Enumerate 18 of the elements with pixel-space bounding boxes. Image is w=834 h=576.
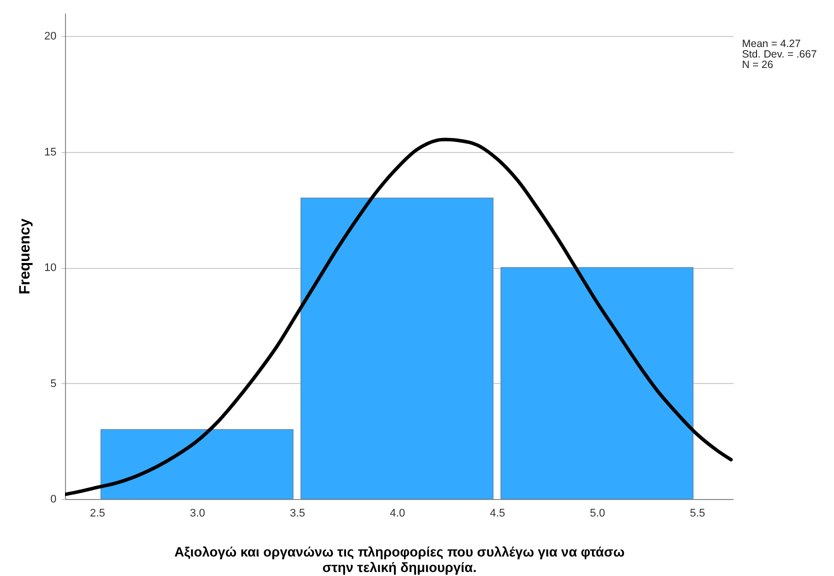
y-tick-label: 20 (44, 30, 56, 43)
x-tick-label: 3.5 (290, 508, 306, 520)
text: Std. Dev. = .667 (742, 48, 817, 60)
x-axis-title: Αξιολογώ και οργανώνω τις πληροφορίες που συλλέγω για να φτάσω στην τελική δημιουργία. (174, 544, 625, 575)
y-tick-label: 15 (44, 146, 56, 158)
line-series (65, 138, 733, 496)
x-tick-label: 4.0 (390, 508, 406, 520)
y-tick-label: 5 (50, 378, 56, 390)
y-tick-label: 0 (50, 494, 56, 506)
y-axis-title: Frequency (16, 218, 34, 294)
x-tick-label: 3.0 (190, 508, 206, 520)
text: N = 26 (742, 59, 774, 71)
x-tick-label: 5.0 (590, 508, 606, 520)
text: Mean = 4.27 (742, 38, 801, 50)
x-tick-label: 2.5 (90, 508, 106, 520)
x-tick-label: 5.5 (690, 508, 706, 520)
y-tick-label: 10 (44, 262, 56, 274)
x-tick-label: 4.5 (490, 508, 506, 520)
